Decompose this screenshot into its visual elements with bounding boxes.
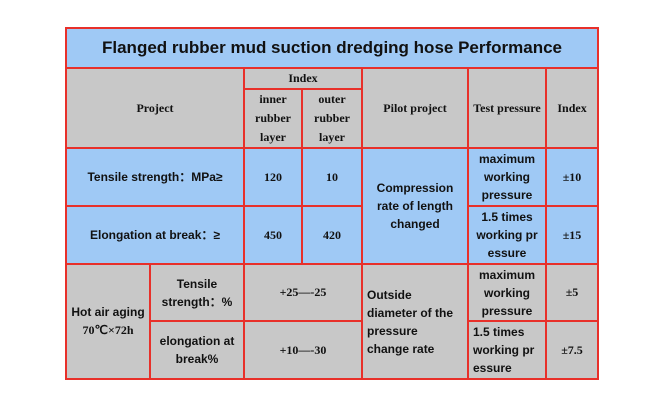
elongation-label: Elongation at break：≥ bbox=[65, 205, 245, 265]
hot-air-aging-text: Hot air aging bbox=[71, 305, 145, 319]
header-index-group: Index bbox=[243, 67, 363, 90]
hot-elongation-label: elongation at break% bbox=[149, 320, 245, 380]
hot-tensile-label: Tensile strength：% bbox=[149, 263, 245, 322]
hot-tensile-value: +25—-25 bbox=[243, 263, 363, 322]
compression-index-2: ±15 bbox=[544, 205, 600, 265]
compression-index-1: ±10 bbox=[544, 147, 600, 207]
header-project: Project bbox=[65, 67, 245, 149]
table-title: Flanged rubber mud suction dredging hose… bbox=[64, 27, 600, 69]
header-outer-rubber-layer: outer rubber layer bbox=[301, 88, 363, 149]
compression-pilot-project: Compression rate of length changed bbox=[361, 147, 469, 265]
elongation-outer-value: 420 bbox=[301, 205, 363, 265]
outside-index-1: ±5 bbox=[544, 263, 600, 322]
header-inner-rubber-layer: inner rubber layer bbox=[243, 88, 303, 149]
hot-elongation-value: +10—-30 bbox=[243, 320, 363, 380]
hot-air-aging-label: Hot air aging 70℃×72h bbox=[65, 263, 151, 380]
header-index: Index bbox=[544, 67, 600, 149]
outside-test-pressure-1: maximum working pressure bbox=[467, 263, 547, 322]
outside-diameter-pilot-project: Outside diameter of the pressure change … bbox=[361, 263, 469, 380]
hot-air-aging-condition: 70℃×72h bbox=[82, 323, 134, 337]
tensile-inner-value: 120 bbox=[243, 147, 303, 207]
header-test-pressure: Test pressure bbox=[467, 67, 547, 149]
outside-index-2: ±7.5 bbox=[544, 320, 600, 380]
compression-test-pressure-2: 1.5 times working pr essure bbox=[467, 205, 547, 265]
performance-table: Flanged rubber mud suction dredging hose… bbox=[64, 27, 600, 380]
elongation-inner-value: 450 bbox=[243, 205, 303, 265]
tensile-strength-label: Tensile strength：MPa≥ bbox=[65, 147, 245, 207]
compression-test-pressure-1: maximum working pressure bbox=[467, 147, 547, 207]
outside-test-pressure-2: 1.5 times working pr essure bbox=[467, 320, 547, 380]
header-pilot-project: Pilot project bbox=[361, 67, 469, 149]
tensile-outer-value: 10 bbox=[301, 147, 363, 207]
